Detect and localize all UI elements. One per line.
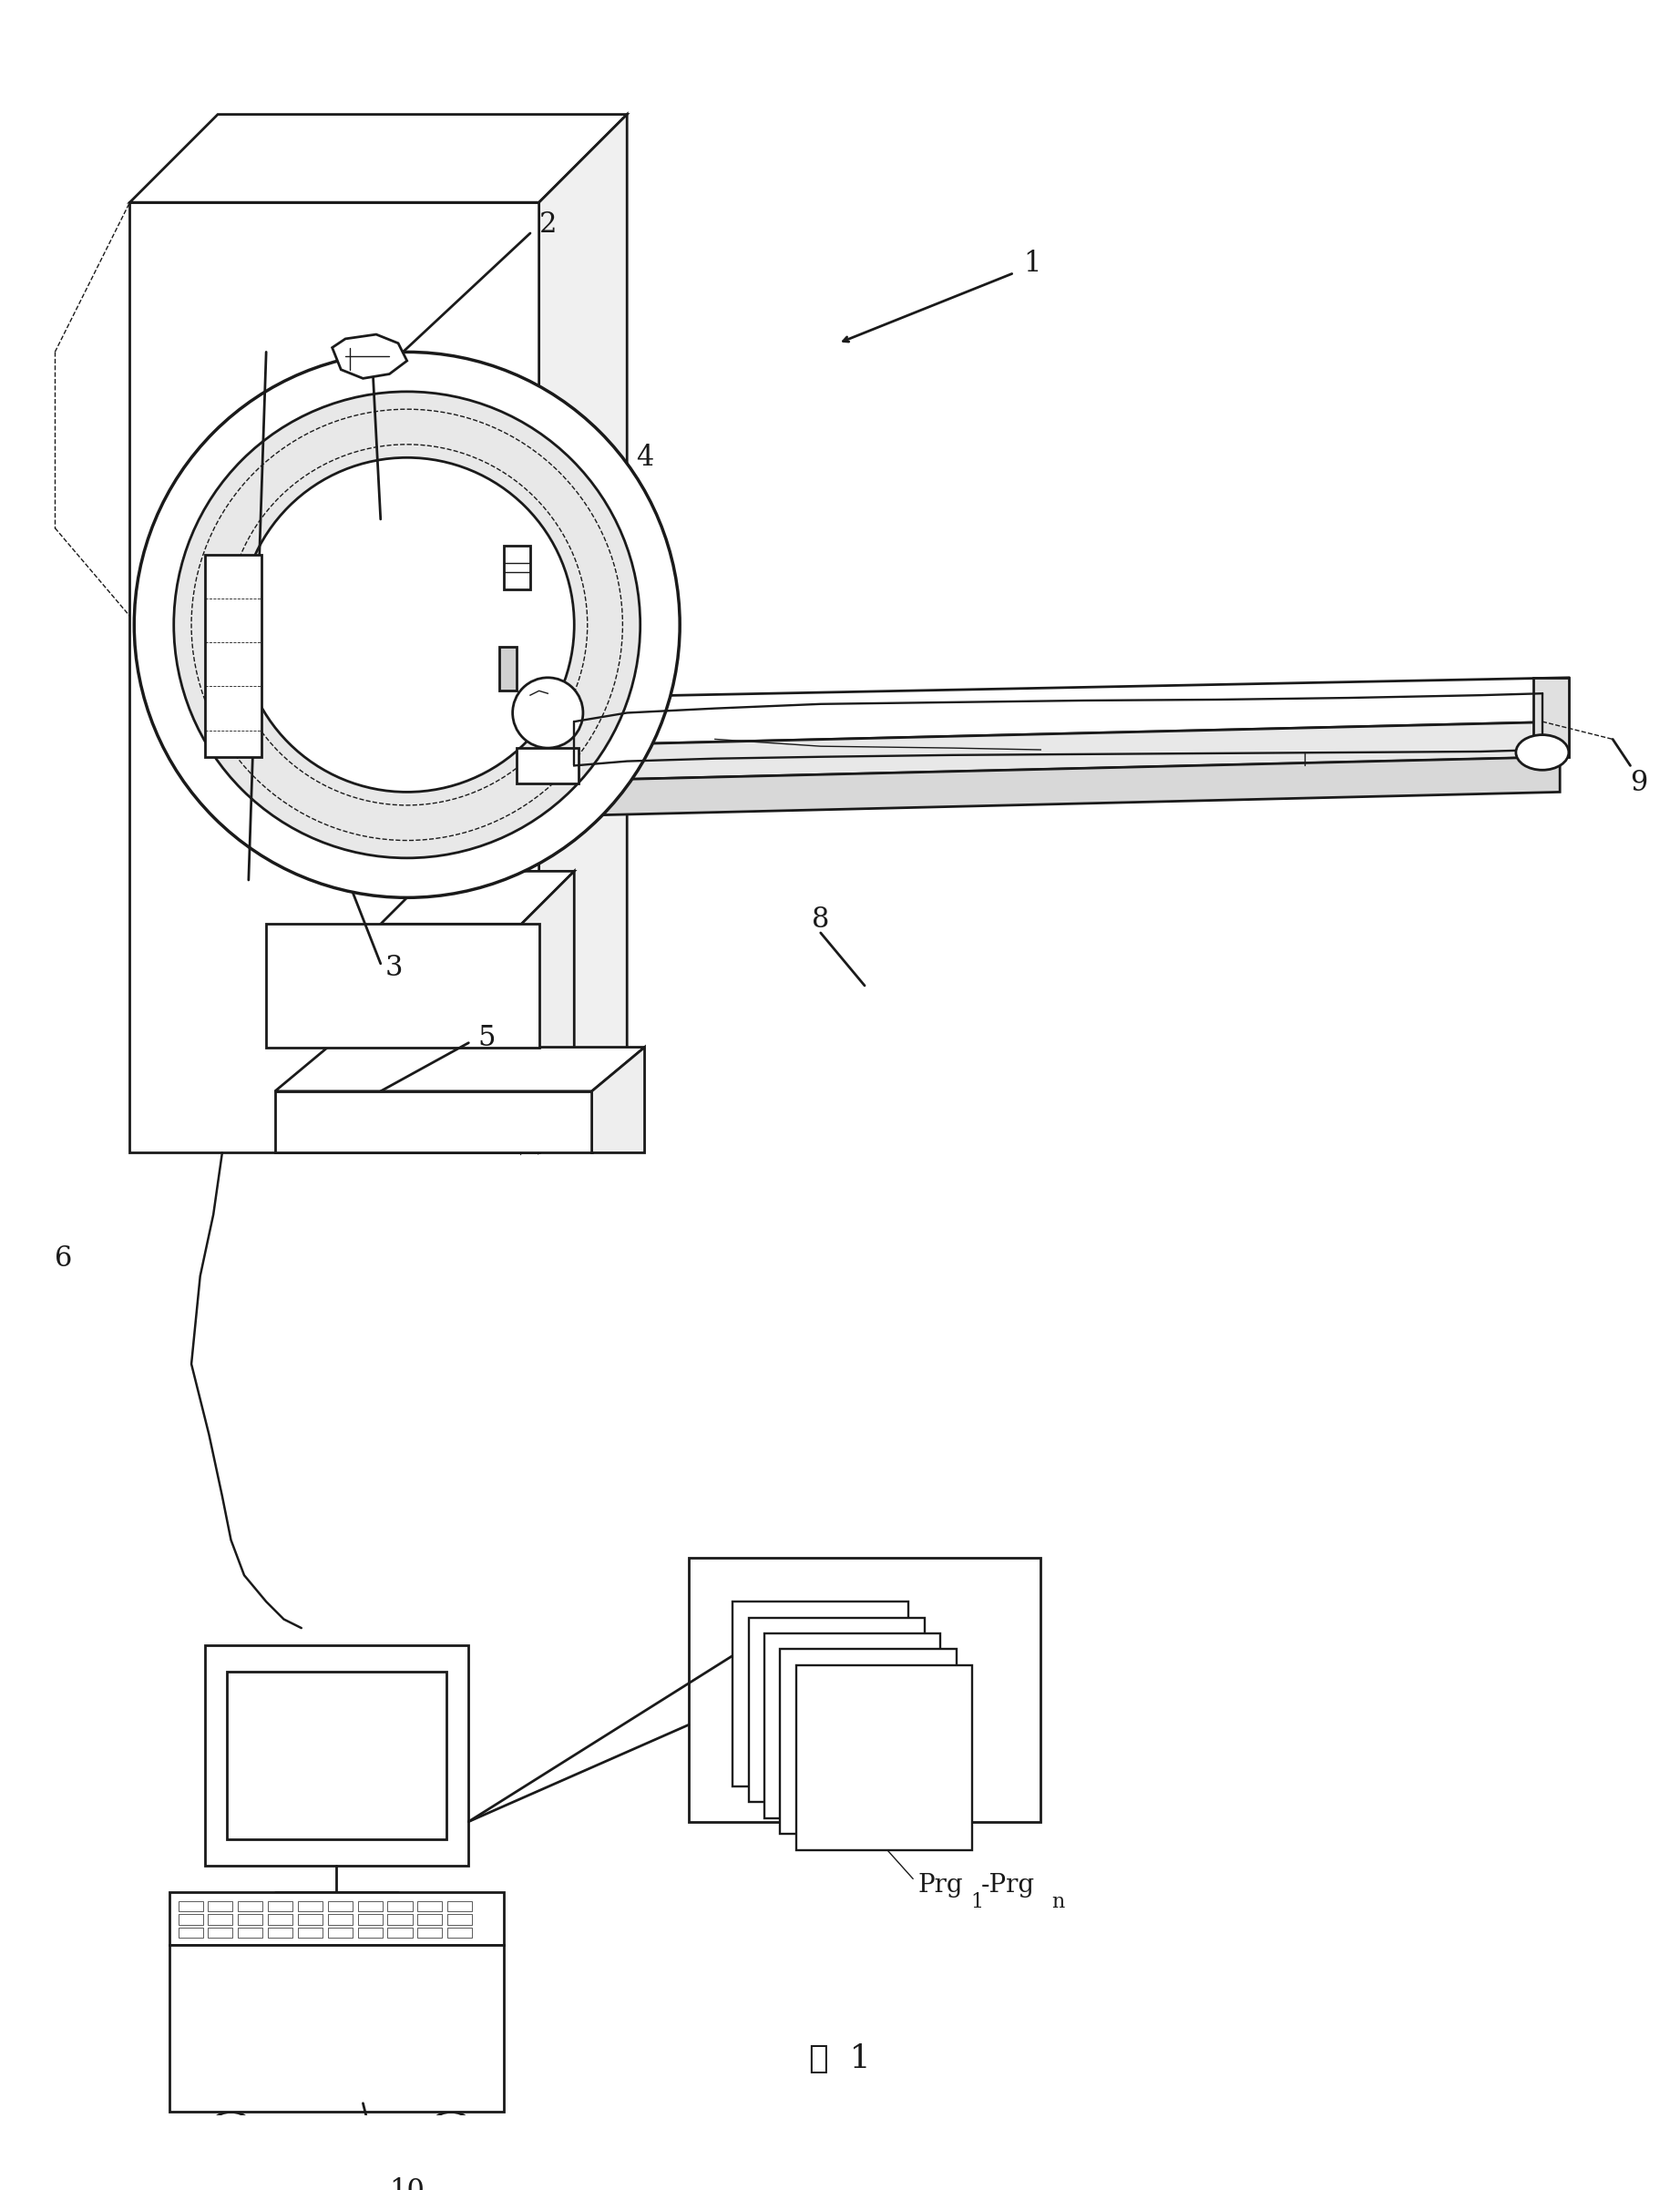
Polygon shape bbox=[328, 1927, 353, 1938]
Polygon shape bbox=[418, 1927, 442, 1938]
Polygon shape bbox=[205, 554, 262, 758]
Polygon shape bbox=[796, 1664, 973, 1851]
Text: 7: 7 bbox=[601, 593, 618, 622]
Ellipse shape bbox=[1515, 736, 1569, 771]
Polygon shape bbox=[447, 1927, 472, 1938]
Polygon shape bbox=[460, 677, 1569, 749]
Polygon shape bbox=[381, 872, 575, 924]
Polygon shape bbox=[447, 1901, 472, 1912]
Text: 图  1: 图 1 bbox=[810, 2043, 870, 2074]
Polygon shape bbox=[170, 1945, 504, 2111]
Polygon shape bbox=[521, 872, 575, 1152]
Polygon shape bbox=[358, 1914, 383, 1925]
Polygon shape bbox=[129, 201, 539, 1152]
Polygon shape bbox=[418, 1901, 442, 1912]
Polygon shape bbox=[267, 1901, 292, 1912]
Polygon shape bbox=[388, 1914, 412, 1925]
Circle shape bbox=[512, 677, 583, 749]
Polygon shape bbox=[276, 1047, 645, 1091]
Text: 8: 8 bbox=[811, 904, 830, 933]
Polygon shape bbox=[388, 1927, 412, 1938]
Text: n: n bbox=[1052, 1892, 1063, 1912]
Polygon shape bbox=[447, 1914, 472, 1925]
Polygon shape bbox=[460, 758, 1561, 819]
Polygon shape bbox=[1534, 677, 1569, 758]
Polygon shape bbox=[780, 1649, 956, 1833]
Polygon shape bbox=[328, 1914, 353, 1925]
Text: 5: 5 bbox=[477, 1025, 496, 1053]
Polygon shape bbox=[381, 924, 521, 1152]
Polygon shape bbox=[208, 1901, 234, 1912]
Polygon shape bbox=[297, 1901, 323, 1912]
Polygon shape bbox=[418, 1914, 442, 1925]
Polygon shape bbox=[504, 545, 531, 589]
Polygon shape bbox=[239, 1927, 262, 1938]
Polygon shape bbox=[328, 1901, 353, 1912]
Polygon shape bbox=[129, 114, 627, 201]
Polygon shape bbox=[539, 114, 627, 1152]
Polygon shape bbox=[267, 1927, 292, 1938]
Polygon shape bbox=[239, 1901, 262, 1912]
Polygon shape bbox=[333, 335, 407, 379]
Circle shape bbox=[173, 392, 640, 858]
Polygon shape bbox=[388, 1901, 412, 1912]
Polygon shape bbox=[265, 924, 539, 1047]
Polygon shape bbox=[208, 1927, 234, 1938]
Polygon shape bbox=[749, 1618, 924, 1802]
Polygon shape bbox=[689, 1557, 1040, 1822]
Polygon shape bbox=[276, 1091, 591, 1152]
Polygon shape bbox=[358, 1927, 383, 1938]
Polygon shape bbox=[517, 749, 578, 784]
Circle shape bbox=[440, 2030, 462, 2052]
Text: Prg: Prg bbox=[917, 1872, 963, 1897]
Text: 9: 9 bbox=[1630, 769, 1648, 797]
Polygon shape bbox=[178, 1901, 203, 1912]
Polygon shape bbox=[227, 1671, 447, 1840]
Circle shape bbox=[134, 353, 680, 898]
Text: 10: 10 bbox=[390, 2177, 425, 2190]
Polygon shape bbox=[267, 1914, 292, 1925]
Polygon shape bbox=[297, 1914, 323, 1925]
Polygon shape bbox=[591, 1047, 645, 1152]
Polygon shape bbox=[178, 1914, 203, 1925]
Circle shape bbox=[240, 458, 575, 793]
Polygon shape bbox=[297, 1927, 323, 1938]
Text: 1: 1 bbox=[971, 1892, 983, 1912]
Polygon shape bbox=[178, 1927, 203, 1938]
Polygon shape bbox=[170, 1892, 504, 1945]
Text: 1: 1 bbox=[1023, 250, 1042, 278]
Polygon shape bbox=[208, 1914, 234, 1925]
Circle shape bbox=[205, 2111, 257, 2166]
Polygon shape bbox=[239, 1914, 262, 1925]
Polygon shape bbox=[358, 1901, 383, 1912]
Circle shape bbox=[425, 2111, 477, 2166]
Text: -Prg: -Prg bbox=[981, 1872, 1035, 1897]
Polygon shape bbox=[499, 646, 517, 690]
Polygon shape bbox=[764, 1634, 941, 1818]
Text: 3: 3 bbox=[385, 955, 403, 981]
Text: 6: 6 bbox=[55, 1244, 72, 1272]
Polygon shape bbox=[732, 1601, 909, 1787]
Text: 2: 2 bbox=[539, 210, 556, 239]
Polygon shape bbox=[460, 723, 1569, 784]
Polygon shape bbox=[205, 1645, 469, 1866]
Text: 4: 4 bbox=[635, 445, 654, 471]
